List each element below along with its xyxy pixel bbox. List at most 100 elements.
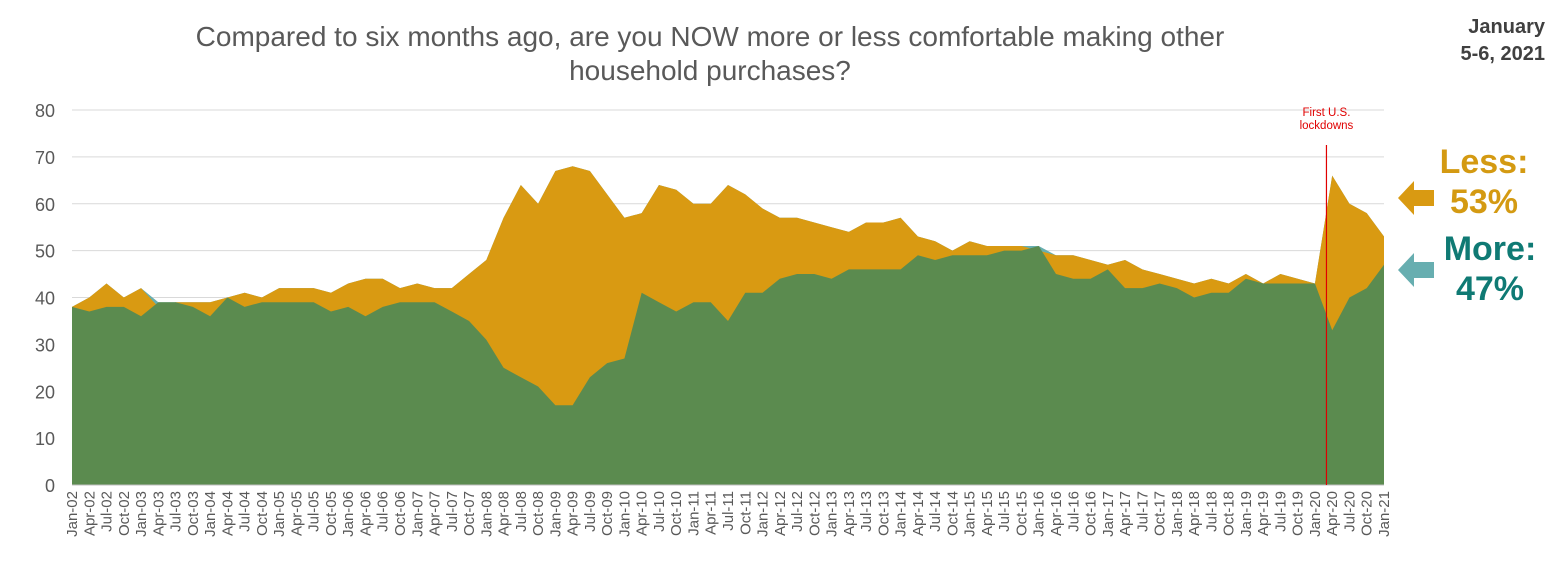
x-tick-label: Jul-11 (720, 491, 737, 531)
x-tick-label: Oct-10 (668, 491, 685, 536)
x-tick-label: Apr-11 (703, 491, 720, 535)
more-series-area (72, 245, 1384, 485)
x-tick-label: Jul-08 (513, 491, 530, 532)
x-tick-label: Jan-16 (1031, 491, 1048, 537)
x-tick-label: Jan-20 (1307, 491, 1324, 537)
x-tick-label: Oct-18 (1221, 491, 1238, 536)
x-tick-label: Jul-17 (1134, 491, 1151, 532)
x-tick-label: Oct-02 (116, 491, 133, 536)
y-tick-label: 10 (35, 429, 55, 449)
x-tick-label: Apr-03 (150, 491, 167, 536)
x-tick-label: Apr-19 (1255, 491, 1272, 536)
x-tick-label: Jul-20 (1341, 491, 1358, 532)
x-tick-label: Jan-19 (1238, 491, 1255, 537)
x-tick-label: Apr-18 (1186, 491, 1203, 536)
less-callout: Less: 53% (1424, 142, 1544, 222)
date-label-line-1: January (1468, 16, 1545, 38)
x-tick-label: Jul-18 (1203, 491, 1220, 532)
x-tick-label: Jan-09 (547, 491, 564, 537)
x-tick-label: Jan-17 (1100, 491, 1117, 537)
x-tick-label: Jan-11 (685, 491, 702, 536)
y-tick-label: 0 (45, 476, 55, 496)
x-tick-label: Oct-13 (875, 491, 892, 536)
x-tick-label: Oct-17 (1152, 491, 1169, 536)
x-tick-label: Jan-18 (1169, 491, 1186, 537)
x-tick-label: Apr-09 (565, 491, 582, 536)
x-tick-label: Jul-09 (582, 491, 599, 532)
x-tick-label: Jul-12 (789, 491, 806, 532)
x-tick-label: Jan-07 (409, 491, 426, 537)
x-tick-label: Apr-20 (1324, 491, 1341, 536)
x-tick-label: Apr-16 (1048, 491, 1065, 536)
x-tick-label: Jan-13 (824, 491, 841, 537)
x-tick-label: Jan-14 (893, 491, 910, 537)
x-tick-label: Apr-12 (772, 491, 789, 536)
x-tick-label: Jan-15 (962, 491, 979, 537)
x-tick-label: Oct-16 (1083, 491, 1100, 536)
y-tick-label: 50 (35, 242, 55, 262)
x-tick-label: Oct-04 (254, 491, 271, 536)
x-tick-label: Oct-06 (392, 491, 409, 536)
x-tick-label: Jul-03 (168, 491, 185, 532)
x-tick-label: Oct-14 (944, 491, 961, 536)
x-tick-label: Apr-04 (219, 491, 236, 536)
date-label-line-2: 5-6, 2021 (1460, 43, 1545, 65)
less-callout-value: 53% (1449, 183, 1519, 221)
y-tick-label: 60 (35, 195, 55, 215)
date-label: January 5-6, 2021 (1385, 14, 1545, 68)
x-tick-label: Oct-05 (323, 491, 340, 536)
x-tick-label: Jan-03 (133, 491, 150, 537)
x-tick-label: Apr-02 (81, 491, 98, 536)
more-arrow-icon (1398, 253, 1434, 287)
x-tick-label: Jul-06 (375, 491, 392, 532)
x-tick-label: Jul-15 (996, 491, 1013, 532)
x-tick-label: Jan-06 (340, 491, 357, 537)
x-tick-label: Jul-04 (237, 491, 254, 532)
less-callout-label: Less: (1439, 143, 1529, 181)
y-tick-label: 70 (35, 148, 55, 168)
x-tick-label: Jan-05 (271, 491, 288, 537)
lockdown-annotation-label: lockdowns (1300, 120, 1354, 132)
x-tick-label: Apr-08 (496, 491, 513, 536)
x-tick-label: Oct-20 (1359, 491, 1376, 536)
more-callout: More: 47% (1430, 229, 1550, 309)
x-tick-label: Oct-15 (1013, 491, 1030, 536)
x-tick-label: Oct-03 (185, 491, 202, 536)
x-tick-label: Jan-10 (616, 491, 633, 537)
less-arrow-icon (1398, 181, 1434, 215)
more-callout-label: More: (1443, 230, 1537, 268)
x-tick-label: Apr-14 (910, 491, 927, 536)
x-tick-label: Jul-10 (651, 491, 668, 532)
x-tick-label: Apr-15 (979, 491, 996, 536)
x-tick-label: Apr-13 (841, 491, 858, 536)
x-tick-label: Apr-17 (1117, 491, 1134, 536)
chart-title: Compared to six months ago, are you NOW … (195, 21, 1225, 86)
x-tick-label: Oct-12 (806, 491, 823, 536)
lockdown-annotation-label: First U.S. (1302, 107, 1350, 119)
y-tick-label: 40 (35, 289, 55, 309)
x-tick-label: Oct-19 (1290, 491, 1307, 536)
y-tick-label: 80 (35, 101, 55, 121)
x-tick-label: Jan-08 (478, 491, 495, 537)
x-tick-label: Jul-19 (1272, 491, 1289, 532)
more-callout-value: 47% (1455, 270, 1525, 308)
x-tick-label: Jan-21 (1376, 491, 1393, 537)
x-tick-label: Jul-13 (858, 491, 875, 532)
x-tick-label: Jul-16 (1065, 491, 1082, 532)
x-tick-label: Apr-07 (427, 491, 444, 536)
y-tick-label: 30 (35, 335, 55, 355)
x-tick-label: Jul-02 (99, 491, 116, 532)
x-tick-label: Jul-07 (444, 491, 461, 532)
x-tick-label: Jul-14 (927, 491, 944, 532)
x-tick-label: Oct-07 (461, 491, 478, 536)
x-tick-label: Oct-09 (599, 491, 616, 536)
x-tick-label: Apr-06 (357, 491, 374, 536)
x-tick-label: Jan-04 (202, 491, 219, 537)
x-tick-label: Jan-12 (755, 491, 772, 537)
x-tick-label: Oct-11 (737, 491, 754, 535)
x-tick-label: Jul-05 (306, 491, 323, 532)
x-tick-label: Apr-10 (634, 491, 651, 536)
y-tick-label: 20 (35, 382, 55, 402)
x-tick-label: Oct-08 (530, 491, 547, 536)
